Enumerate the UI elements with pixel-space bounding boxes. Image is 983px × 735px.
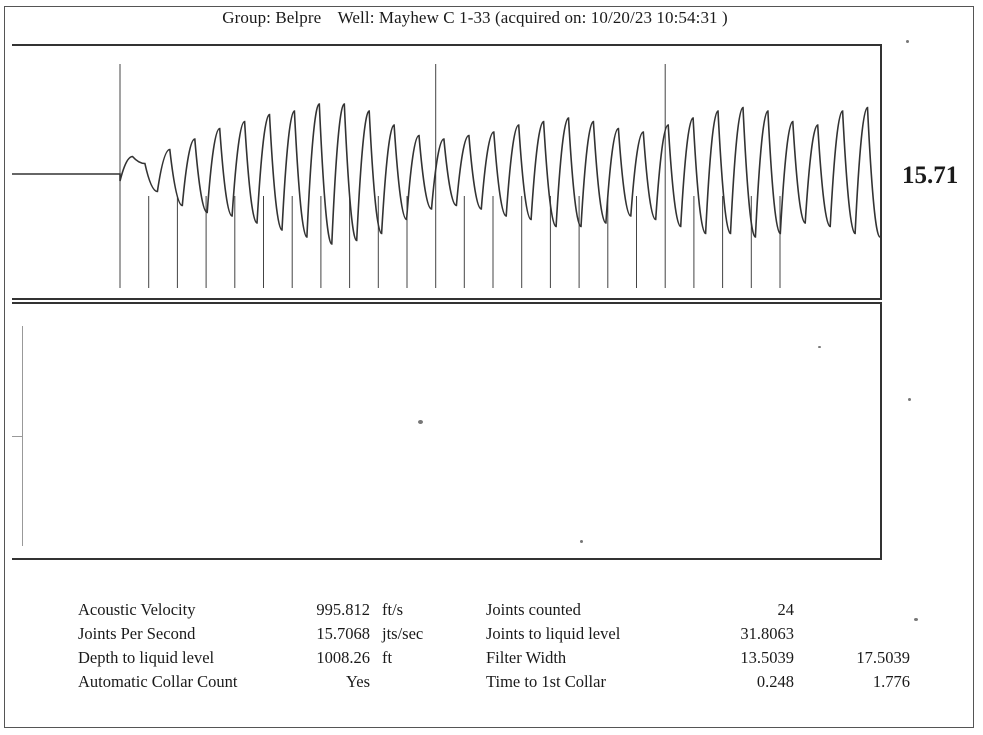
results-row: Depth to liquid level 1008.26 ft Filter Wid…: [78, 646, 910, 670]
result-label: Depth to liquid level: [78, 648, 215, 667]
acoustic-trace-line: [12, 103, 881, 245]
report-frame: [4, 6, 974, 728]
result-value: 995.812: [316, 600, 370, 619]
well-label: Well: Mayhew C 1-33 (acquired on: 10/20/…: [337, 8, 728, 27]
scan-speck: [418, 420, 423, 424]
result-label-2: Joints to liquid level: [486, 624, 621, 643]
result-value: 15.7068: [316, 624, 370, 643]
result-value-2: 24: [777, 600, 795, 619]
group-label: Group: Belpre: [222, 8, 322, 27]
lower-panel-axis: [22, 326, 23, 546]
scan-speck: [818, 346, 821, 348]
joint-rate-readout: 15.71: [902, 162, 959, 189]
scan-speck: [580, 540, 583, 543]
result-value-3: 17.5039: [856, 648, 910, 667]
scan-speck: [906, 40, 909, 43]
result-unit: [370, 670, 486, 694]
result-label: Joints Per Second: [78, 624, 196, 643]
result-label-2: Filter Width: [486, 648, 567, 667]
results-row: Acoustic Velocity 995.812 ft/s Joints count…: [78, 598, 910, 622]
scan-speck: [908, 398, 911, 401]
acoustic-trace-svg: [12, 64, 881, 288]
result-label-2: Time to 1st Collar: [486, 672, 606, 691]
result-value-3: 1.776: [872, 672, 910, 691]
result-value-2: 31.8063: [740, 624, 794, 643]
acoustic-trace-chart: [12, 44, 882, 300]
result-label-2: Joints counted: [486, 600, 581, 619]
result-unit: jts/sec: [382, 624, 424, 643]
result-unit: ft/s: [382, 600, 404, 619]
report-header: Group: Belpre Well: Mayhew C 1-33 (acqui…: [0, 8, 950, 28]
results-table: Acoustic Velocity 995.812 ft/s Joints count…: [78, 598, 910, 694]
result-label: Acoustic Velocity: [78, 600, 196, 619]
result-value-2: 13.5039: [740, 648, 794, 667]
result-unit: ft: [382, 648, 393, 667]
result-value: 1008.26: [316, 648, 370, 667]
result-value-2: 0.248: [756, 672, 794, 691]
lower-trace-panel: [12, 302, 882, 560]
scan-speck: [914, 618, 918, 621]
results-row: Joints Per Second 15.7068 jts/sec Joints to…: [78, 622, 910, 646]
result-value-3: [794, 622, 910, 646]
result-value: Yes: [345, 672, 370, 691]
lower-panel-tick: [12, 436, 22, 437]
results-row: Automatic Collar Count Yes Time to 1st Col…: [78, 670, 910, 694]
result-label: Automatic Collar Count: [78, 672, 238, 691]
result-value-3: [794, 598, 910, 622]
